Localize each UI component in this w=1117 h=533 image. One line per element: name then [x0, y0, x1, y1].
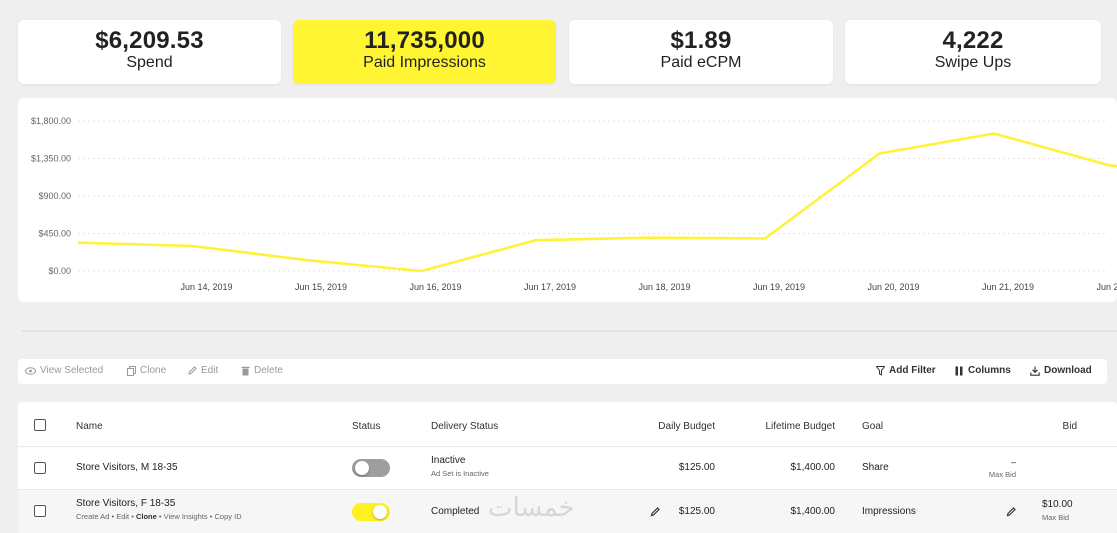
column-header-name[interactable]: Name: [76, 421, 103, 432]
copy-id-link[interactable]: Copy ID: [215, 512, 242, 521]
y-tick-label: $900.00: [38, 191, 71, 201]
x-tick-label: Jun 18, 2019: [638, 282, 690, 292]
delivery-status: Inactive Ad Set is Inactive: [431, 455, 489, 478]
add-filter-button[interactable]: Add Filter: [876, 365, 936, 376]
line-chart: $1,800.00 $1,350.00 $900.00 $450.00 $0.00 Jun…: [18, 98, 1117, 302]
status-toggle[interactable]: [352, 503, 390, 521]
row-checkbox[interactable]: [34, 462, 46, 474]
row-name-block: Store Visitors, F 18-35 Create Ad • Edit…: [76, 498, 242, 521]
section-divider: [22, 330, 1117, 332]
bid: – Max Bid: [958, 457, 1016, 479]
row-checkbox[interactable]: [34, 505, 46, 517]
clone-label: Clone: [140, 365, 166, 376]
clone-link[interactable]: Clone: [136, 512, 157, 521]
y-tick-label: $1,350.00: [31, 154, 71, 164]
pencil-icon: [188, 366, 197, 375]
line-chart-card: $1,800.00 $1,350.00 $900.00 $450.00 $0.00 Jun…: [18, 98, 1117, 302]
download-icon: [1030, 366, 1040, 376]
column-header-status[interactable]: Status: [352, 421, 380, 432]
view-selected-button[interactable]: View Selected: [25, 365, 103, 376]
x-tick-label: Jun 17, 2019: [524, 282, 576, 292]
stat-value: $1.89: [569, 28, 833, 54]
filter-icon: [876, 366, 885, 376]
x-tick-label: Jun 14, 2019: [180, 282, 232, 292]
stat-label: Paid eCPM: [569, 54, 833, 72]
x-tick-label: Jun 22, 2019: [1096, 282, 1117, 292]
x-tick-label: Jun 21, 2019: [982, 282, 1034, 292]
daily-budget: $125.00: [618, 462, 715, 473]
clone-button[interactable]: Clone: [127, 365, 166, 376]
stat-card-spend[interactable]: $6,209.53 Spend: [18, 20, 281, 84]
trash-icon: [241, 366, 250, 376]
table-header-row: Name Status Delivery Status Daily Budget…: [18, 402, 1117, 447]
add-filter-label: Add Filter: [889, 365, 936, 376]
columns-button[interactable]: Columns: [955, 365, 1011, 376]
x-tick-label: Jun 19, 2019: [753, 282, 805, 292]
watermark: خمسات: [488, 493, 575, 523]
eye-icon: [25, 367, 36, 375]
delete-button[interactable]: Delete: [241, 365, 283, 376]
y-tick-label: $1,800.00: [31, 116, 71, 126]
separator-dot: •: [111, 512, 114, 521]
toggle-knob: [355, 461, 369, 475]
view-insights-link[interactable]: View Insights: [164, 512, 208, 521]
column-header-bid[interactable]: Bid: [1008, 421, 1077, 432]
columns-label: Columns: [968, 365, 1011, 376]
row-actions: Create Ad • Edit • Clone • View Insights…: [76, 512, 242, 521]
stat-value: 4,222: [845, 28, 1101, 54]
clone-icon: [127, 366, 136, 376]
lifetime-budget: $1,400.00: [735, 462, 835, 473]
delete-label: Delete: [254, 365, 283, 376]
stat-label: Paid Impressions: [293, 54, 556, 72]
bid: $10.00 Max Bid: [1042, 499, 1073, 522]
edit-link[interactable]: Edit: [116, 512, 129, 521]
stat-card-swipe-ups[interactable]: 4,222 Swipe Ups: [845, 20, 1101, 84]
stat-label: Swipe Ups: [845, 54, 1101, 72]
lifetime-budget: $1,400.00: [735, 506, 835, 517]
toggle-knob: [373, 505, 387, 519]
bid-value: –: [958, 457, 1016, 467]
delivery-status-sub: Ad Set is Inactive: [431, 469, 489, 478]
bid-sub: Max Bid: [958, 470, 1016, 479]
table-row[interactable]: Store Visitors, M 18-35 Inactive Ad Set …: [18, 447, 1117, 490]
y-tick-label: $450.00: [38, 229, 71, 239]
delivery-status-text: Inactive: [431, 455, 489, 466]
delivery-status-text: Completed: [431, 506, 479, 517]
select-all-checkbox[interactable]: [34, 419, 46, 431]
stat-value: 11,735,000: [293, 28, 556, 54]
stat-card-paid-ecpm[interactable]: $1.89 Paid eCPM: [569, 20, 833, 84]
stat-card-paid-impressions[interactable]: 11,735,000 Paid Impressions: [293, 20, 556, 84]
row-name[interactable]: Store Visitors, F 18-35: [76, 498, 242, 509]
download-label: Download: [1044, 365, 1092, 376]
separator-dot: •: [210, 512, 213, 521]
stat-value: $6,209.53: [18, 28, 281, 54]
series-line: [78, 134, 1117, 272]
view-selected-label: View Selected: [40, 365, 103, 376]
column-header-lifetime-budget[interactable]: Lifetime Budget: [735, 421, 835, 432]
status-toggle[interactable]: [352, 459, 390, 477]
bid-sub: Max Bid: [1042, 513, 1073, 522]
bid-value: $10.00: [1042, 499, 1073, 510]
goal: Impressions: [862, 506, 916, 517]
row-name[interactable]: Store Visitors, M 18-35: [76, 462, 178, 473]
separator-dot: •: [159, 512, 162, 521]
stat-label: Spend: [18, 54, 281, 72]
column-header-daily-budget[interactable]: Daily Budget: [618, 421, 715, 432]
pencil-icon[interactable]: [1006, 506, 1017, 517]
x-tick-label: Jun 15, 2019: [295, 282, 347, 292]
y-tick-label: $0.00: [48, 266, 71, 276]
table-toolbar: View Selected Clone Edit Delete Add Filt…: [18, 359, 1107, 384]
x-tick-label: Jun 16, 2019: [409, 282, 461, 292]
columns-icon: [955, 366, 964, 376]
column-header-delivery-status[interactable]: Delivery Status: [431, 421, 498, 432]
edit-button[interactable]: Edit: [188, 365, 218, 376]
edit-label: Edit: [201, 365, 218, 376]
create-ad-link[interactable]: Create Ad: [76, 512, 109, 521]
separator-dot: •: [131, 512, 134, 521]
goal: Share: [862, 462, 889, 473]
daily-budget: $125.00: [618, 506, 715, 517]
x-tick-label: Jun 20, 2019: [867, 282, 919, 292]
column-header-goal[interactable]: Goal: [862, 421, 883, 432]
download-button[interactable]: Download: [1030, 365, 1092, 376]
